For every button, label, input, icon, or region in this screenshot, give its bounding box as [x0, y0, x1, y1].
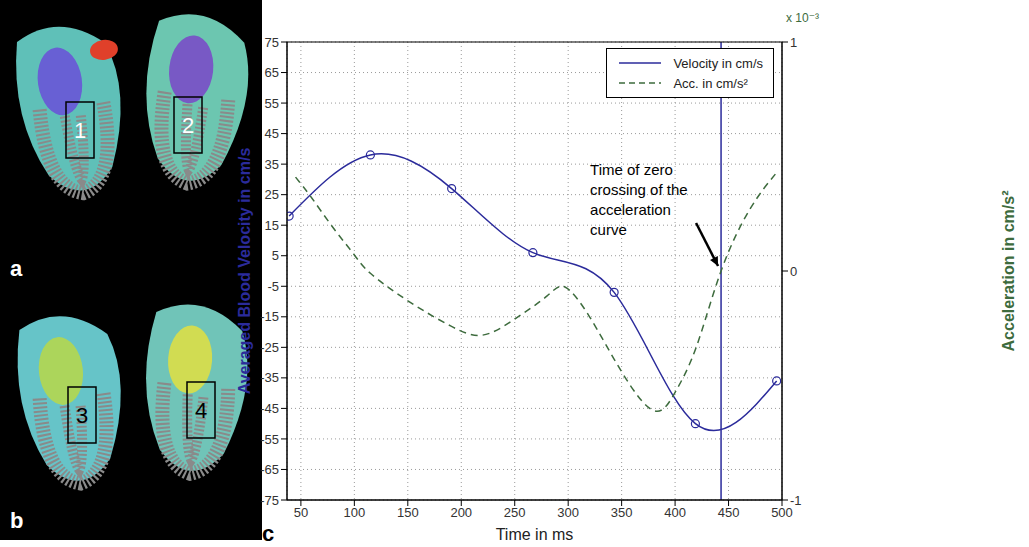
svg-text:25: 25 — [265, 187, 279, 202]
svg-text:Time in ms: Time in ms — [496, 526, 574, 543]
svg-text:400: 400 — [664, 505, 686, 520]
svg-text:50: 50 — [294, 505, 308, 520]
svg-text:-1: -1 — [790, 493, 802, 508]
html-text:Acc. in cm/s²: Acc. in cm/s² — [673, 75, 748, 91]
svg-text:75: 75 — [265, 35, 279, 50]
svg-text:Time of zero: Time of zero — [590, 161, 673, 178]
svg-text:1: 1 — [74, 118, 86, 143]
svg-text:250: 250 — [504, 505, 526, 520]
svg-text:300: 300 — [557, 505, 579, 520]
svg-text:500: 500 — [771, 505, 793, 521]
svg-text:curve: curve — [590, 221, 627, 238]
svg-text:-75: -75 — [260, 493, 279, 508]
svg-text:b: b — [10, 508, 23, 533]
svg-text:Acceleration in cm/s²: Acceleration in cm/s² — [1000, 191, 1017, 352]
svg-text:15: 15 — [265, 218, 279, 233]
svg-text:200: 200 — [450, 505, 472, 520]
html-text:Velocity in cm/s: Velocity in cm/s — [673, 55, 763, 71]
svg-text:0: 0 — [790, 264, 797, 279]
svg-text:a: a — [10, 256, 23, 281]
svg-text:65: 65 — [265, 65, 279, 80]
svg-text:45: 45 — [265, 126, 279, 141]
svg-text:450: 450 — [718, 505, 740, 520]
svg-text:5: 5 — [272, 248, 279, 263]
svg-text:-65: -65 — [260, 462, 279, 477]
svg-text:150: 150 — [397, 505, 419, 520]
svg-text:3: 3 — [76, 403, 88, 428]
svg-text:55: 55 — [265, 96, 279, 111]
svg-text:x 10⁻³: x 10⁻³ — [786, 11, 819, 25]
svg-text:100: 100 — [344, 505, 366, 520]
svg-text:35: 35 — [265, 157, 279, 172]
svg-text:-15: -15 — [260, 309, 279, 324]
svg-text:acceleration: acceleration — [590, 201, 671, 218]
svg-text:-5: -5 — [267, 279, 279, 294]
svg-text:-45: -45 — [260, 401, 279, 416]
svg-text:-55: -55 — [260, 432, 279, 447]
svg-text:c: c — [262, 521, 274, 546]
svg-text:1: 1 — [790, 35, 797, 50]
svg-text:4: 4 — [195, 398, 207, 423]
svg-text:350: 350 — [611, 505, 633, 520]
svg-text:-25: -25 — [260, 340, 279, 355]
svg-text:Averaged Blood Velocity in cm/: Averaged Blood Velocity in cm/s — [236, 148, 253, 395]
svg-text:2: 2 — [182, 113, 194, 138]
svg-text:crossing of the: crossing of the — [590, 181, 688, 198]
svg-text:-35: -35 — [260, 370, 279, 385]
